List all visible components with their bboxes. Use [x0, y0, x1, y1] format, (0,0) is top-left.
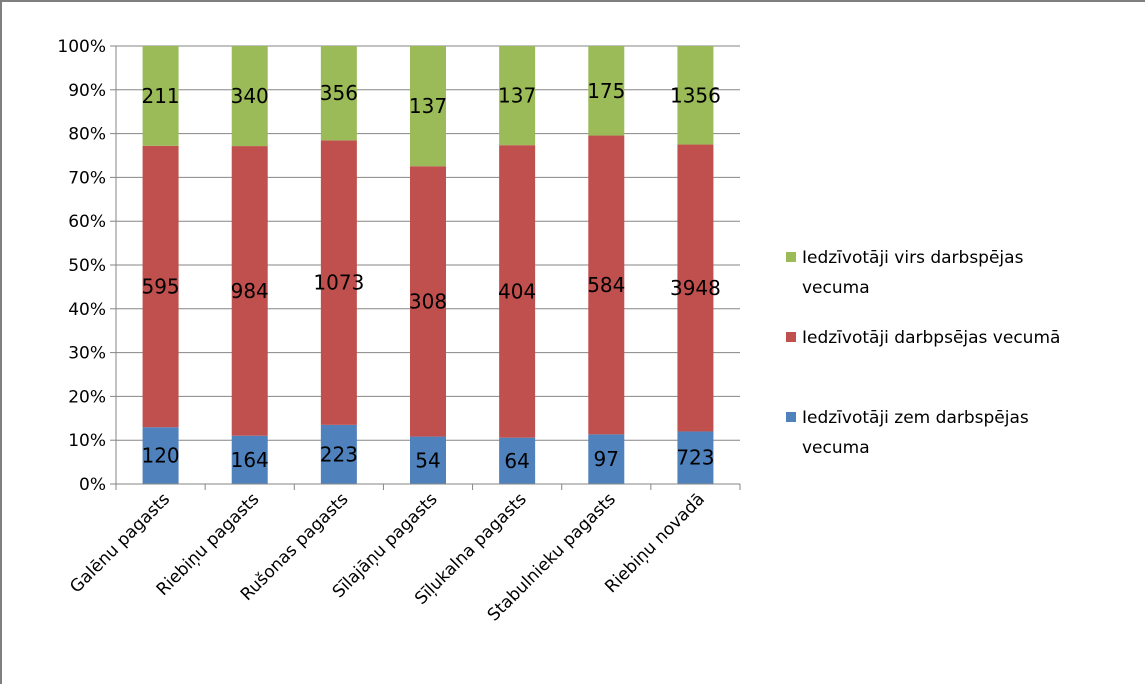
data-label: 164 — [231, 448, 269, 472]
bar-segment — [588, 135, 625, 435]
bar-segment — [677, 431, 714, 484]
bar-segment — [410, 436, 446, 484]
data-label: 64 — [504, 449, 529, 473]
bar-segment — [320, 424, 357, 484]
data-label: 1073 — [313, 271, 364, 295]
data-label: 984 — [231, 279, 269, 303]
data-label: 223 — [320, 442, 358, 466]
y-tick-label: 30% — [68, 344, 106, 364]
y-tick-label: 60% — [68, 212, 106, 232]
data-label: 137 — [409, 94, 447, 118]
data-label: 595 — [141, 275, 179, 299]
y-tick-label: 70% — [68, 168, 106, 188]
data-label: 137 — [498, 84, 536, 108]
legend-label: Iedzīvotāji darbpsējas vecumā — [802, 328, 1060, 348]
y-tick-label: 50% — [68, 256, 106, 276]
data-label: 54 — [415, 448, 440, 472]
data-label: 356 — [320, 81, 358, 105]
y-tick-label: 90% — [68, 81, 106, 101]
legend-swatch — [786, 332, 796, 342]
bar-segment — [142, 427, 179, 484]
data-label: 175 — [587, 79, 625, 103]
data-label: 308 — [409, 289, 447, 313]
bar-segment — [320, 46, 357, 141]
bar-segment — [410, 46, 446, 167]
bar-segment — [142, 145, 179, 428]
data-label: 723 — [676, 446, 714, 470]
bar-segment — [499, 46, 536, 146]
bar-segment — [320, 140, 357, 425]
bar-segment — [677, 46, 714, 145]
axes — [110, 45, 741, 490]
data-label: 584 — [587, 273, 625, 297]
bar-segment — [677, 144, 714, 432]
data-label: 404 — [498, 279, 536, 303]
y-tick-label: 20% — [68, 387, 106, 407]
legend-label: Iedzīvotāji zem darbspējas vecuma — [802, 408, 1029, 458]
y-tick-label: 40% — [68, 300, 106, 320]
y-tick-label: 80% — [68, 125, 106, 145]
bar-segment — [499, 437, 536, 484]
y-tick-label: 100% — [57, 37, 106, 57]
bar-segment — [231, 146, 268, 436]
data-label: 211 — [141, 84, 179, 108]
legend: Iedzīvotāji virs darbspējas vecuma Iedzīvo… — [786, 248, 1060, 458]
data-label: 97 — [594, 447, 619, 471]
bars — [142, 46, 714, 484]
bar-segment — [142, 46, 179, 146]
y-tick-label: 0% — [79, 475, 106, 495]
y-tick-label: 10% — [68, 431, 106, 451]
bar-segment — [499, 145, 536, 438]
legend-swatch — [786, 252, 796, 262]
bar-segment — [588, 46, 625, 136]
data-label: 120 — [141, 444, 179, 468]
data-label: 3948 — [670, 276, 721, 300]
bar-segment — [410, 166, 446, 437]
data-labels: 120 595 211 164 984 340 223 1073 356 54 308 137 64 40… — [141, 79, 720, 473]
y-tick-labels: 0% 10% 20% 30% 40% 50% 60% 70% 80% 90% 100% — [57, 37, 106, 495]
bar-segment — [588, 434, 625, 484]
data-label: 340 — [231, 84, 269, 108]
bar-segment — [231, 435, 268, 484]
data-label: 1356 — [670, 83, 721, 107]
legend-label: Iedzīvotāji virs darbspējas vecuma — [802, 248, 1024, 298]
bar-segment — [231, 46, 268, 147]
legend-swatch — [786, 412, 796, 422]
